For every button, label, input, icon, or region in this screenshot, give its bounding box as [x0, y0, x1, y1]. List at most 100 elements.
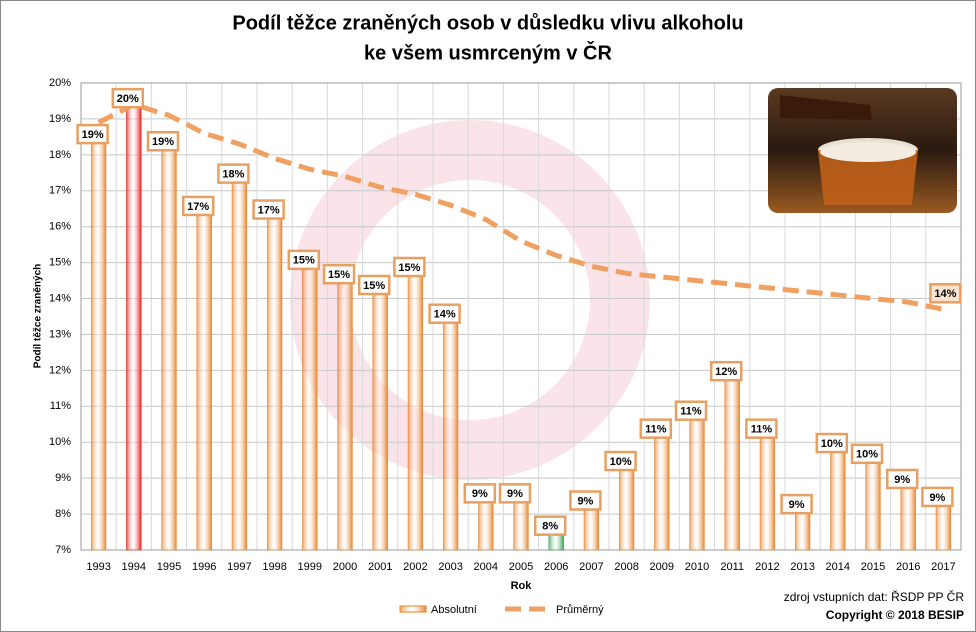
bar: [372, 276, 388, 551]
chart-title: Podíl těžce zraněných osob v důsledku vl…: [232, 12, 743, 34]
bar: [654, 420, 670, 551]
value-label: 9%: [507, 488, 523, 500]
legend-label: Průměrný: [556, 604, 604, 616]
value-label: 17%: [187, 201, 209, 213]
y-tick-label: 7%: [55, 544, 71, 556]
value-label-box: [639, 418, 673, 439]
x-tick-label: 1998: [262, 561, 286, 573]
x-tick-label: 2001: [368, 561, 392, 573]
value-label: 9%: [577, 495, 593, 507]
x-tick-label: 2014: [826, 561, 850, 573]
bar: [126, 89, 142, 551]
value-label-box: [76, 123, 109, 145]
value-label: 10%: [821, 438, 843, 450]
y-tick-label: 17%: [49, 185, 71, 197]
x-tick-label: 1993: [86, 561, 110, 573]
value-label: 11%: [680, 406, 702, 418]
bar: [337, 265, 353, 551]
y-axis-label: Podíl těžce zraněných: [33, 264, 44, 368]
value-label: 17%: [258, 204, 280, 216]
x-tick-label: 2016: [896, 561, 920, 573]
y-tick-label: 11%: [50, 400, 71, 412]
x-tick-label: 2000: [333, 561, 357, 573]
value-label-box: [674, 400, 708, 421]
value-label: 8%: [542, 521, 558, 533]
bar: [266, 201, 283, 551]
value-label: 10%: [610, 456, 632, 468]
value-label: 20%: [117, 93, 139, 105]
value-label: 12%: [715, 366, 737, 378]
value-label-box: [322, 263, 356, 285]
x-tick-label: 1999: [298, 561, 322, 573]
x-tick-label: 1994: [122, 561, 146, 573]
y-tick-label: 15%: [49, 257, 71, 269]
value-label-box: [533, 515, 567, 536]
bar: [689, 402, 705, 551]
bar: [302, 251, 318, 551]
x-tick-label: 2017: [931, 561, 955, 573]
value-label-box: [709, 360, 743, 382]
photo: [768, 88, 957, 213]
value-label-box: [815, 432, 849, 454]
value-label-box: [393, 256, 426, 278]
value-label-box: [181, 195, 215, 217]
value-label: 19%: [152, 136, 174, 148]
value-label: 18%: [222, 169, 244, 181]
value-label: 11%: [751, 424, 773, 436]
x-tick-label: 1995: [157, 561, 181, 573]
value-label: 11%: [645, 424, 667, 436]
y-tick-label: 8%: [55, 508, 71, 520]
x-tick-label: 2007: [579, 561, 603, 573]
watermark: [290, 120, 650, 480]
value-label-box: [146, 131, 180, 152]
value-label-box: [217, 163, 250, 184]
x-tick-label: 1997: [227, 561, 251, 573]
x-tick-label: 2006: [544, 561, 568, 573]
bar: [196, 197, 212, 551]
x-tick-label: 2010: [685, 561, 709, 573]
value-label-box: [569, 490, 602, 511]
y-tick-label: 14%: [49, 292, 71, 304]
x-tick-label: 2005: [509, 561, 533, 573]
x-tick-label: 2013: [790, 561, 814, 573]
value-label-box: [780, 493, 813, 515]
y-tick-label: 16%: [49, 221, 71, 233]
value-label: 15%: [363, 280, 385, 292]
value-label-box: [111, 87, 145, 109]
y-tick-label: 13%: [49, 328, 71, 340]
x-tick-label: 2015: [861, 561, 885, 573]
value-label-box: [428, 303, 461, 324]
value-label: 14%: [934, 288, 956, 300]
value-label: 10%: [856, 449, 878, 461]
x-tick-label: 2008: [614, 561, 638, 573]
y-tick-label: 20%: [49, 77, 71, 89]
value-label-box: [921, 486, 954, 508]
y-tick-label: 19%: [49, 113, 71, 125]
x-tick-label: 2009: [650, 561, 674, 573]
bar: [90, 125, 107, 551]
value-label-box: [252, 199, 285, 220]
legend-swatch: [399, 605, 427, 613]
y-tick-label: 10%: [49, 436, 71, 448]
bar: [442, 305, 459, 551]
x-tick-label: 2011: [720, 561, 744, 573]
value-label-box: [745, 418, 778, 439]
value-label: 9%: [472, 488, 488, 500]
bar: [161, 133, 177, 551]
x-tick-label: 2004: [474, 561, 498, 573]
x-axis-label: Rok: [511, 580, 533, 592]
value-label: 9%: [929, 492, 945, 504]
value-label-box: [885, 468, 919, 490]
value-label-box: [357, 274, 391, 296]
x-tick-label: 1996: [192, 561, 216, 573]
bar: [724, 362, 740, 551]
bar: [759, 420, 776, 551]
y-tick-label: 18%: [49, 149, 71, 161]
legend-label: Absolutní: [431, 604, 477, 616]
chart-subtitle: ke všem usmrceným v ČR: [364, 40, 612, 64]
value-label: 9%: [894, 474, 910, 486]
value-label-box: [463, 483, 497, 504]
average-line: [97, 101, 944, 312]
value-label: 15%: [328, 269, 350, 281]
